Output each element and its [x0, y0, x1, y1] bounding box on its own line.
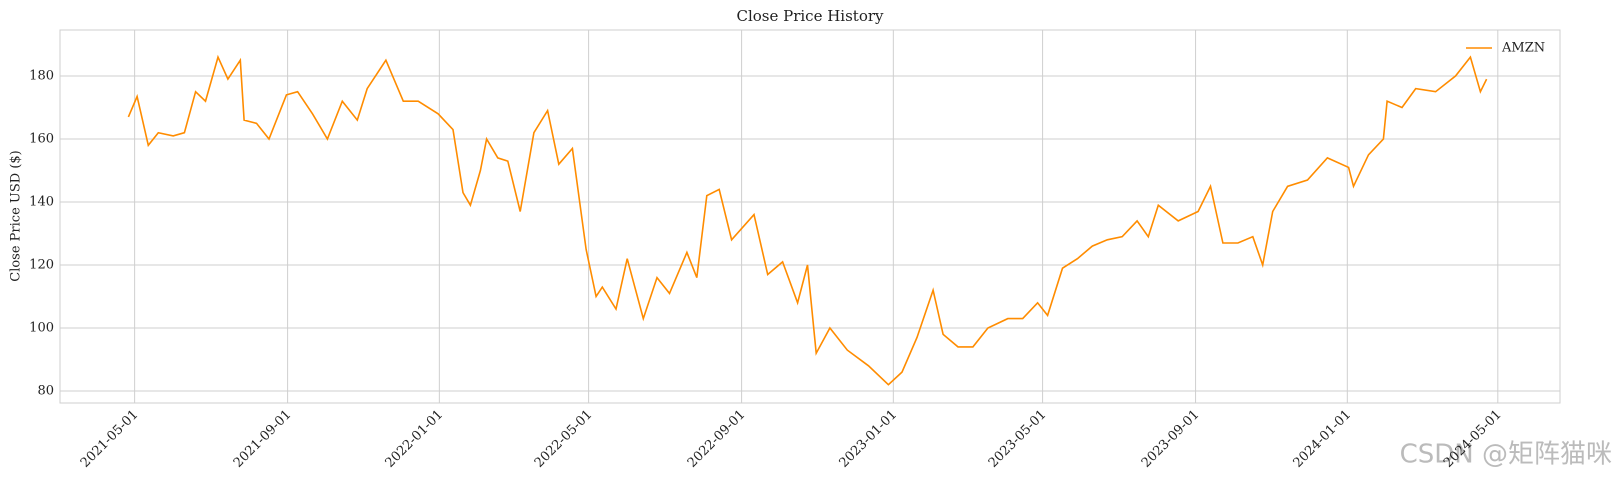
- x-tick-label: 2023-09-01: [1139, 407, 1203, 471]
- y-tick-label: 100: [29, 321, 54, 336]
- plot-frame: [59, 29, 1561, 404]
- y-tick-label: 160: [29, 132, 54, 147]
- price-line: [127, 54, 1488, 386]
- x-tick-label: 2022-01-01: [383, 407, 447, 471]
- watermark: CSDN @矩阵猫咪: [1400, 440, 1612, 470]
- y-tick-label: 80: [37, 384, 54, 399]
- y-tick-label: 120: [29, 258, 54, 273]
- y-tick-label: 180: [29, 68, 54, 83]
- x-tick-label: 2021-05-01: [78, 407, 142, 471]
- y-axis-label: Close Price USD ($): [9, 150, 24, 282]
- x-tick-label: 2021-09-01: [231, 407, 295, 471]
- y-tick-label: 140: [29, 195, 54, 210]
- x-tick-label: 2024-01-01: [1291, 407, 1355, 471]
- x-tick-label: 2022-05-01: [532, 407, 596, 471]
- x-tick-label: 2022-09-01: [685, 407, 749, 471]
- x-tick-label: 2023-01-01: [837, 407, 901, 471]
- x-tick-label: 2023-05-01: [986, 407, 1050, 471]
- chart-title: Close Price History: [736, 7, 884, 25]
- legend-label: AMZN: [1501, 41, 1545, 56]
